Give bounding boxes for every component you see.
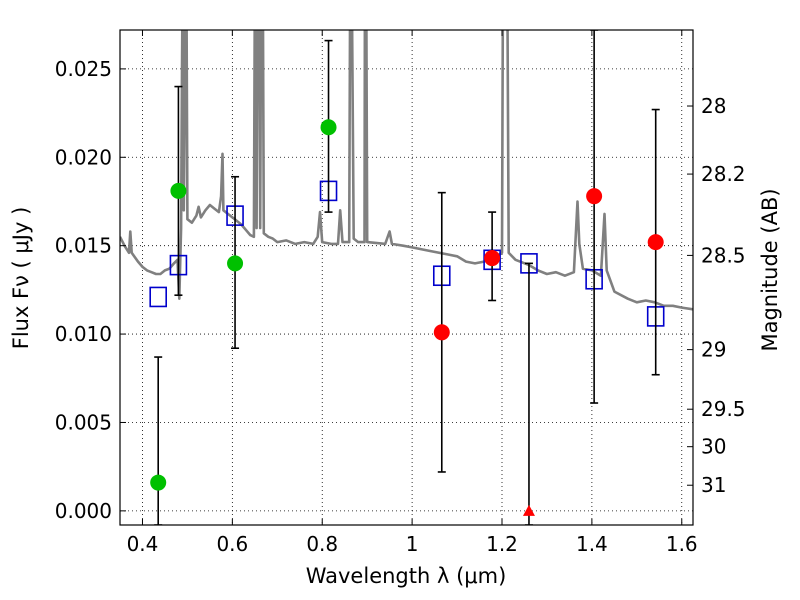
right-tick-label: 30	[701, 435, 726, 459]
y-tick-label: 0.020	[55, 145, 112, 169]
spectrum-line	[120, 30, 693, 311]
right-tick-label: 31	[701, 473, 726, 497]
y-tick-label: 0.005	[55, 410, 112, 434]
y-axis-label: Flux Fν ( μJy )	[9, 207, 33, 350]
right-tick-label: 29.5	[701, 397, 746, 421]
data-point	[320, 119, 337, 136]
right-tick-label: 29	[701, 338, 726, 362]
data-point	[150, 474, 167, 491]
data-point	[227, 255, 244, 272]
upper-limit-marker	[522, 504, 535, 516]
model-square	[149, 286, 167, 308]
x-tick-label: 0.6	[216, 532, 248, 556]
y-tick-label: 0.025	[55, 57, 112, 81]
plot-frame	[119, 29, 694, 526]
marks-layer	[149, 30, 665, 525]
data-point	[170, 182, 187, 199]
right-axis-label: Magnitude (AB)	[758, 188, 782, 351]
y-tick-label: 0.010	[55, 322, 112, 346]
axes: 0.4 0.6 0.8 1 1.2 1.4 1.6 0.000 0.005 0.010 0.015 0…	[55, 30, 746, 556]
x-axis-label: Wavelength λ (μm)	[306, 564, 507, 588]
right-tick-label: 28.2	[701, 162, 746, 186]
x-tick-label: 0.8	[306, 532, 338, 556]
x-tick-label: 1	[406, 532, 419, 556]
y-tick-label: 0.015	[55, 234, 112, 258]
x-tick-label: 1.6	[666, 532, 698, 556]
data-point	[586, 188, 603, 205]
right-tick-label: 28	[701, 94, 726, 118]
y-tick-label: 0.000	[55, 499, 112, 523]
grid	[120, 30, 693, 525]
data-point	[647, 234, 664, 251]
x-tick-label: 0.4	[127, 532, 159, 556]
data-point	[433, 324, 450, 341]
spectrum-layer	[120, 30, 693, 311]
right-tick-label: 28.5	[701, 243, 746, 267]
data-point	[484, 250, 501, 267]
x-tick-label: 1.4	[576, 532, 608, 556]
plot-background	[120, 30, 693, 525]
x-tick-label: 1.2	[486, 532, 518, 556]
